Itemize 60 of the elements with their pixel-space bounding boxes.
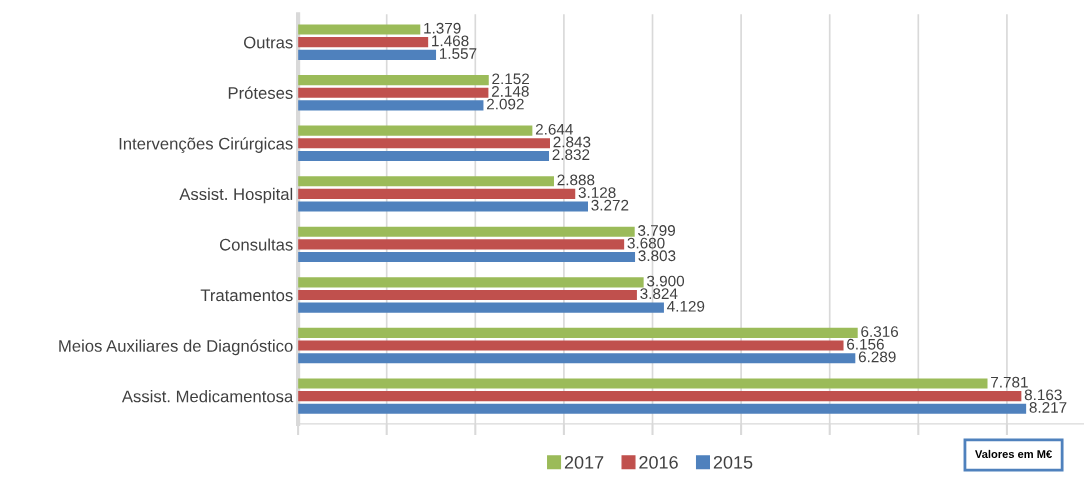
bar (298, 252, 636, 263)
data-label: 2.152 (492, 73, 530, 85)
legend-label: 2017 (564, 455, 604, 469)
data-label: 3.272 (591, 199, 629, 211)
legend-label: 2015 (713, 455, 753, 469)
text: Valores em M€ (975, 449, 1052, 459)
bar (298, 239, 625, 250)
data-label: 8.163 (1024, 389, 1062, 401)
bar (298, 277, 644, 288)
data-label: 4.129 (667, 300, 705, 312)
bar (298, 125, 533, 136)
bar (298, 176, 554, 187)
data-label: 3.128 (578, 187, 616, 198)
bar (298, 49, 437, 60)
data-label: 2.092 (487, 98, 524, 110)
bar (298, 100, 484, 111)
data-label: 1.468 (432, 35, 469, 47)
data-label: 3.824 (640, 288, 678, 300)
data-label: 2.843 (553, 136, 591, 148)
y-tick-label: Assist. Medicamentosa (121, 390, 294, 403)
data-label: 3.680 (627, 237, 665, 249)
y-tick-label: Assist. Hospital (179, 187, 293, 204)
y-tick-label: Outras (244, 36, 293, 49)
y-tick-label: Intervenções Cirúrgicas (119, 137, 293, 153)
data-label: 3.803 (638, 250, 676, 262)
bar (298, 24, 421, 35)
data-label: 2.644 (535, 123, 573, 135)
bar (298, 138, 550, 149)
data-label: 6.316 (861, 326, 899, 338)
data-label: 8.217 (1029, 402, 1067, 413)
y-tick-label: Tratamentos (200, 289, 293, 302)
y-tick-label: Consultas (219, 238, 293, 251)
bar (298, 353, 856, 364)
bar (298, 327, 858, 338)
bar (298, 75, 489, 86)
bar (298, 150, 550, 161)
data-label: 2.888 (557, 174, 595, 186)
data-label: 1.379 (424, 22, 461, 34)
data-label: 6.156 (847, 338, 884, 350)
bar (298, 226, 635, 237)
bar (298, 87, 489, 98)
data-label: 6.289 (858, 351, 896, 363)
bar (298, 391, 1022, 402)
bar (298, 378, 988, 389)
bar (298, 188, 576, 199)
data-label: 7.781 (991, 376, 1028, 388)
data-label: 3.900 (647, 275, 685, 287)
data-label: 2.832 (552, 149, 590, 161)
bar (298, 403, 1027, 414)
bar (298, 37, 429, 48)
legend-label: 2016 (639, 455, 678, 469)
y-tick-label: Meios Auxiliares de Diagnóstico (59, 339, 293, 356)
y-tick-label: Próteses (228, 86, 293, 99)
bar (298, 302, 664, 313)
bar (298, 289, 637, 301)
bar (298, 340, 844, 351)
data-label: 2.148 (491, 86, 529, 97)
bar (298, 201, 589, 212)
data-label: 3.799 (638, 225, 675, 236)
data-label: 1.557 (440, 48, 477, 59)
